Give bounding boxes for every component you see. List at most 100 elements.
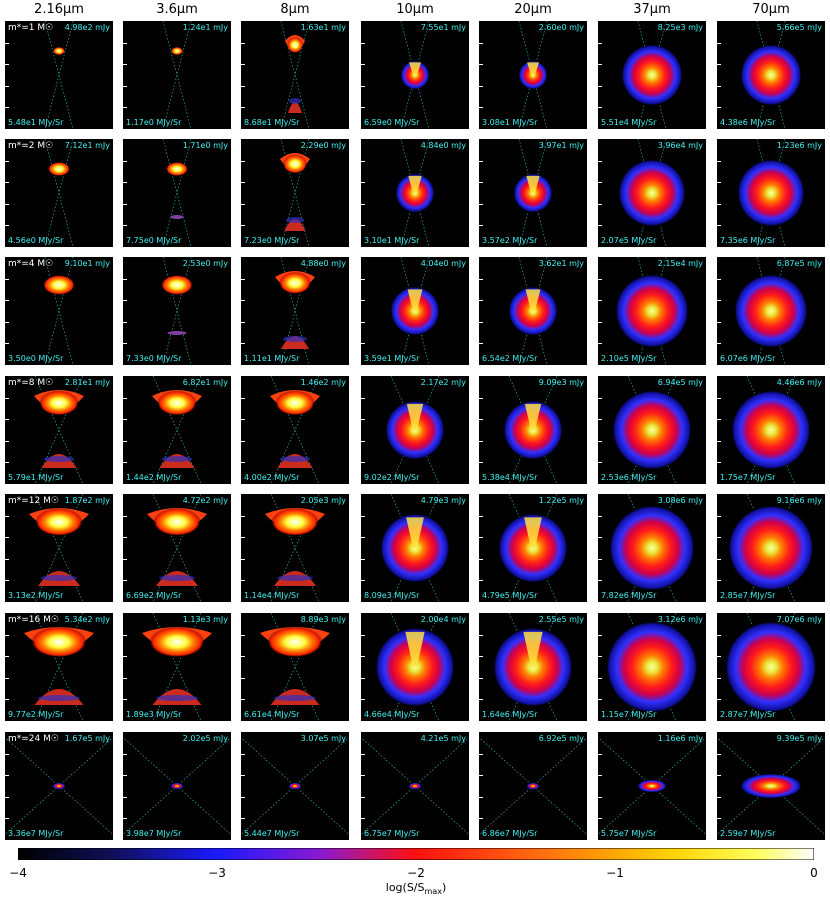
axis-tick	[5, 818, 9, 820]
axis-tick	[241, 440, 245, 442]
image-panel: 3.08e6 mJy 7.82e6 MJy/Sr	[598, 494, 706, 602]
axis-tick	[361, 64, 365, 66]
axis-tick	[241, 677, 245, 679]
axis-tick	[598, 225, 602, 227]
surface-brightness-label: 5.51e4 MJy/Sr	[601, 118, 657, 127]
axis-tick	[123, 321, 127, 323]
image-panel: 4.88e0 mJy 1.11e1 MJy/Sr	[241, 257, 349, 365]
axis-tick	[123, 343, 127, 345]
axis-tick	[361, 440, 365, 442]
axis-tick	[479, 515, 483, 517]
axis-tick	[5, 64, 9, 66]
colorbar-tick-label: −2	[407, 866, 425, 880]
image-panel: 4.84e0 mJy 3.10e1 MJy/Sr	[361, 139, 469, 247]
axis-tick	[241, 515, 245, 517]
axis-tick	[598, 278, 602, 280]
axis-tick	[5, 634, 9, 636]
axis-tick	[361, 818, 365, 820]
axis-tick	[598, 182, 602, 184]
flux-label: 8.89e3 mJy	[300, 615, 346, 624]
axis-tick	[717, 321, 721, 323]
surface-brightness-label: 5.48e1 MJy/Sr	[8, 118, 64, 127]
axis-tick	[241, 558, 245, 560]
axis-tick	[479, 462, 483, 464]
surface-brightness-label: 1.64e6 MJy/Sr	[482, 710, 538, 719]
axis-tick	[241, 203, 245, 205]
flux-label: 1.63e1 mJy	[300, 23, 346, 32]
image-panel: 4.72e2 mJy 6.69e2 MJy/Sr	[123, 494, 231, 602]
axis-tick	[717, 278, 721, 280]
axis-tick	[5, 796, 9, 798]
axis-tick	[717, 537, 721, 539]
axis-tick	[479, 225, 483, 227]
flux-label: 4.46e6 mJy	[776, 378, 822, 387]
axis-tick	[241, 225, 245, 227]
axis-tick	[361, 300, 365, 302]
flux-label: 7.55e1 mJy	[420, 23, 466, 32]
axis-tick	[361, 558, 365, 560]
surface-brightness-label: 5.75e7 MJy/Sr	[601, 829, 657, 838]
flux-label: 4.72e2 mJy	[182, 496, 228, 505]
axis-tick	[598, 440, 602, 442]
axis-tick	[598, 300, 602, 302]
axis-tick	[241, 85, 245, 87]
image-panel: 9.09e3 mJy 5.38e4 MJy/Sr	[479, 376, 587, 484]
axis-tick	[123, 64, 127, 66]
axis-tick	[5, 343, 9, 345]
axis-tick	[717, 343, 721, 345]
axis-tick	[123, 796, 127, 798]
axis-tick	[5, 278, 9, 280]
axis-tick	[241, 656, 245, 658]
flux-label: 1.71e0 mJy	[182, 141, 228, 150]
surface-brightness-label: 1.17e0 MJy/Sr	[126, 118, 182, 127]
axis-tick	[5, 699, 9, 701]
axis-tick	[123, 160, 127, 162]
surface-brightness-label: 3.59e1 MJy/Sr	[364, 354, 420, 363]
flux-label: 1.24e1 mJy	[182, 23, 228, 32]
axis-tick	[361, 203, 365, 205]
surface-brightness-label: 3.57e2 MJy/Sr	[482, 236, 538, 245]
image-panel: 7.07e6 mJy 2.87e7 MJy/Sr	[717, 613, 825, 721]
surface-brightness-label: 1.89e3 MJy/Sr	[126, 710, 182, 719]
axis-tick	[5, 677, 9, 679]
axis-tick	[241, 321, 245, 323]
flux-label: 1.22e5 mJy	[538, 496, 584, 505]
surface-brightness-label: 5.38e4 MJy/Sr	[482, 473, 538, 482]
axis-tick	[479, 107, 483, 109]
axis-tick	[361, 677, 365, 679]
axis-tick	[361, 182, 365, 184]
axis-tick	[479, 580, 483, 582]
surface-brightness-label: 6.59e0 MJy/Sr	[364, 118, 420, 127]
axis-tick	[5, 85, 9, 87]
flux-label: 3.96e4 mJy	[657, 141, 703, 150]
axis-tick	[241, 699, 245, 701]
flux-label: 2.55e5 mJy	[538, 615, 584, 624]
axis-tick	[361, 634, 365, 636]
flux-label: 3.97e1 mJy	[538, 141, 584, 150]
image-panel: 2.02e5 mJy 3.98e7 MJy/Sr	[123, 732, 231, 840]
column-header: 3.6μm	[156, 2, 198, 17]
axis-tick	[123, 515, 127, 517]
flux-label: 4.79e3 mJy	[420, 496, 466, 505]
axis-tick	[479, 300, 483, 302]
axis-tick	[241, 300, 245, 302]
axis-tick	[479, 440, 483, 442]
axis-tick	[717, 182, 721, 184]
flux-label: 9.16e6 mJy	[776, 496, 822, 505]
axis-tick	[361, 775, 365, 777]
axis-tick	[361, 580, 365, 582]
surface-brightness-label: 4.00e2 MJy/Sr	[244, 473, 300, 482]
surface-brightness-label: 3.50e0 MJy/Sr	[8, 354, 64, 363]
flux-label: 2.81e1 mJy	[64, 378, 110, 387]
axis-tick	[479, 321, 483, 323]
axis-tick	[5, 182, 9, 184]
axis-tick	[717, 753, 721, 755]
axis-tick	[598, 699, 602, 701]
surface-brightness-label: 8.09e3 MJy/Sr	[364, 591, 420, 600]
axis-tick	[123, 182, 127, 184]
axis-tick	[241, 278, 245, 280]
axis-tick	[5, 107, 9, 109]
axis-tick	[598, 462, 602, 464]
image-panel: 1.24e1 mJy 1.17e0 MJy/Sr	[123, 21, 231, 129]
surface-brightness-label: 7.23e0 MJy/Sr	[244, 236, 300, 245]
